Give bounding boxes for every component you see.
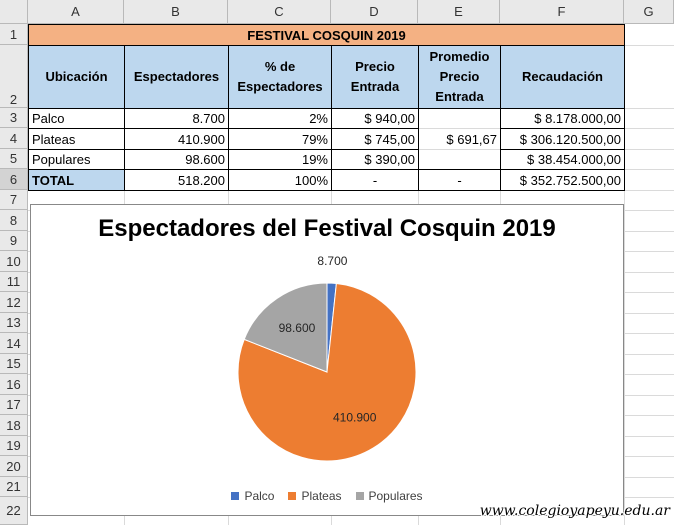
row-header-19[interactable]: 19 (0, 436, 28, 456)
cell-pct-palco[interactable]: 2% (228, 108, 332, 129)
cell-precio-plateas[interactable]: $ 745,00 (331, 128, 419, 150)
row-header-18[interactable]: 18 (0, 415, 28, 436)
column-header-b[interactable]: B (124, 0, 228, 24)
pie-svg: 8.700 410.900 98.600 (237, 254, 417, 462)
cell-espectadores-plateas[interactable]: 410.900 (124, 128, 229, 150)
row-header-22[interactable]: 22 (0, 497, 28, 525)
row-header-4[interactable]: 4 (0, 128, 28, 149)
column-header-f[interactable]: F (500, 0, 624, 24)
column-header-a[interactable]: A (28, 0, 124, 24)
cell-pct-plateas[interactable]: 79% (228, 128, 332, 150)
cell-recaudacion-palco[interactable]: $ 8.178.000,00 (500, 108, 625, 129)
row-header-16[interactable]: 16 (0, 374, 28, 395)
legend-item-populares[interactable]: Populares (355, 489, 423, 503)
legend-item-plateas[interactable]: Plateas (288, 489, 342, 503)
legend-label-plateas: Plateas (301, 489, 342, 503)
cell-ubicacion-populares[interactable]: Populares (28, 149, 125, 170)
cell-espectadores-populares[interactable]: 98.600 (124, 149, 229, 170)
cell-ubicacion-palco[interactable]: Palco (28, 108, 125, 129)
cell-pct-populares[interactable]: 19% (228, 149, 332, 170)
column-header-e[interactable]: E (418, 0, 500, 24)
chart-legend: Palco Plateas Populares (31, 489, 623, 503)
cell-precio-populares[interactable]: $ 390,00 (331, 149, 419, 170)
header-recaudacion[interactable]: Recaudación (500, 45, 625, 109)
row-header-8[interactable]: 8 (0, 210, 28, 231)
column-header-g[interactable]: G (624, 0, 674, 24)
column-header-c[interactable]: C (228, 0, 331, 24)
row-header-17[interactable]: 17 (0, 395, 28, 415)
legend-item-palco[interactable]: Palco (231, 489, 274, 503)
cell-total-promedio[interactable]: - (418, 169, 501, 191)
header-espectadores[interactable]: Espectadores (124, 45, 229, 109)
cell-recaudacion-populares[interactable]: $ 38.454.000,00 (500, 149, 625, 170)
row-header-11[interactable]: 11 (0, 272, 28, 292)
row-header-13[interactable]: 13 (0, 313, 28, 333)
row-header-7[interactable]: 7 (0, 190, 28, 210)
data-label-plateas: 410.900 (333, 411, 377, 425)
row-header-6[interactable]: 6 (0, 169, 28, 190)
row-header-12[interactable]: 12 (0, 292, 28, 313)
row-header-15[interactable]: 15 (0, 354, 28, 374)
row-header-14[interactable]: 14 (0, 333, 28, 354)
pie-slice-populares[interactable] (243, 282, 328, 373)
legend-swatch-palco (231, 492, 240, 500)
row-header-9[interactable]: 9 (0, 231, 28, 251)
cell-total-precio[interactable]: - (331, 169, 419, 191)
cell-precio-palco[interactable]: $ 940,00 (331, 108, 419, 129)
header-promedio-precio[interactable]: Promedio Precio Entrada (418, 45, 501, 109)
legend-swatch-plateas (288, 492, 297, 500)
row-header-5[interactable]: 5 (0, 149, 28, 169)
row-header-2[interactable]: 2 (0, 45, 28, 108)
cell-recaudacion-plateas[interactable]: $ 306.120.500,00 (500, 128, 625, 150)
cell-total-label[interactable]: TOTAL (28, 169, 125, 191)
cell-total-pct[interactable]: 100% (228, 169, 332, 191)
row-header-1[interactable]: 1 (0, 24, 28, 45)
header-precio-entrada[interactable]: Precio Entrada (331, 45, 419, 109)
sheet-title-cell[interactable]: FESTIVAL COSQUIN 2019 (28, 24, 625, 46)
select-all-corner[interactable] (0, 0, 28, 24)
watermark-text: www.colegioyapeyu.edu.ar (479, 503, 670, 519)
cell-espectadores-palco[interactable]: 8.700 (124, 108, 229, 129)
header-ubicacion[interactable]: Ubicación (28, 45, 125, 109)
cell-total-espectadores[interactable]: 518.200 (124, 169, 229, 191)
legend-swatch-populares (355, 492, 364, 500)
data-label-palco: 8.700 (317, 254, 347, 268)
legend-label-palco: Palco (244, 489, 275, 503)
chart-title: Espectadores del Festival Cosquin 2019 (98, 215, 556, 242)
row-header-20[interactable]: 20 (0, 456, 28, 477)
row-header-3[interactable]: 3 (0, 108, 28, 128)
legend-label-populares: Populares (368, 489, 423, 503)
column-header-d[interactable]: D (331, 0, 418, 24)
cell-ubicacion-plateas[interactable]: Plateas (28, 128, 125, 150)
pie-chart[interactable]: Espectadores del Festival Cosquin 2019 8… (30, 204, 624, 516)
row-header-21[interactable]: 21 (0, 477, 28, 497)
header-porcentaje[interactable]: % de Espectadores (228, 45, 332, 109)
cell-total-recaudacion[interactable]: $ 352.752.500,00 (500, 169, 625, 191)
cell-promedio-merged[interactable]: $ 691,67 (418, 108, 501, 170)
row-header-10[interactable]: 10 (0, 251, 28, 272)
data-label-populares: 98.600 (279, 321, 316, 335)
